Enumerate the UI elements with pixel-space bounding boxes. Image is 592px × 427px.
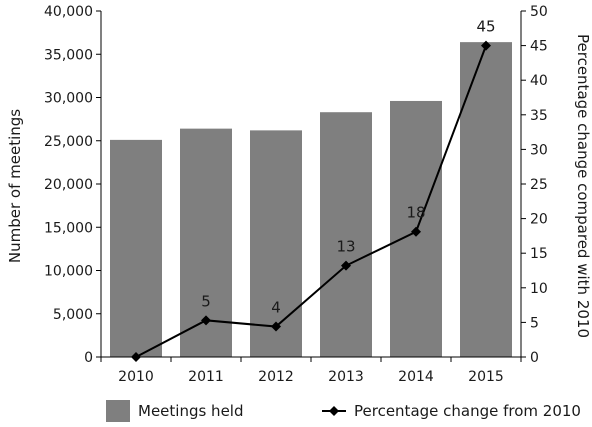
y-tick-label: 25,000: [44, 134, 93, 150]
data-label-2012: 4: [271, 299, 281, 317]
y-tick-label: 30,000: [44, 91, 93, 107]
line-marker-2010: [131, 352, 141, 362]
y2-tick-label: 35: [530, 108, 548, 124]
y-axis-title: Number of meetings: [6, 109, 24, 263]
percentage-change-line: [135, 45, 487, 358]
data-label-2013: 13: [336, 238, 355, 256]
y2-tick-label: 50: [530, 4, 548, 20]
legend-bar-swatch: [106, 400, 130, 422]
line-marker-2012: [271, 321, 281, 332]
axes-layer: 0 5,000 10,000 15,000 20,000 25,000 30,000 35,0…: [44, 4, 548, 385]
y2-tick-label: 40: [530, 73, 548, 89]
y-tick-label: 40,000: [44, 4, 93, 20]
y2-tick-label: 45: [530, 39, 548, 55]
x-tick-label-2011: 2011: [188, 369, 224, 385]
line-layer: [131, 40, 491, 362]
line-marker-2013: [341, 260, 351, 271]
y2-tick-label: 0: [530, 350, 539, 366]
legend-bar-label: Meetings held: [138, 402, 243, 420]
y2-tick-label: 30: [530, 142, 548, 158]
legend-line-marker: [329, 406, 339, 416]
line-marker-2015: [481, 40, 491, 51]
y-tick-label: 0: [84, 350, 93, 366]
x-tick-label-2013: 2013: [328, 369, 364, 385]
bar-2013: [320, 112, 372, 357]
bars-layer: [110, 42, 512, 358]
y-tick-label: 15,000: [44, 220, 93, 236]
x-tick-label-2015: 2015: [468, 369, 504, 385]
line-marker-2011: [201, 315, 211, 326]
data-label-2011: 5: [201, 292, 211, 310]
y2-tick-label: 10: [530, 281, 548, 297]
y2-tick-label: 15: [530, 246, 548, 262]
x-tick-label-2014: 2014: [398, 369, 434, 385]
line-marker-2014: [411, 226, 421, 237]
y-tick-label: 10,000: [44, 264, 93, 280]
y-tick-label: 35,000: [44, 47, 93, 63]
y2-tick-label: 25: [530, 177, 548, 193]
y-tick-label: 5,000: [53, 307, 93, 323]
legend: Meetings held Percentage change from 201…: [106, 400, 581, 422]
y2-axis-title: Percentage change compared with 2010: [574, 34, 592, 338]
data-label-2014: 18: [406, 204, 425, 222]
labels-layer: 5 4 13 18 45: [201, 18, 495, 317]
y-tick-label: 20,000: [44, 177, 93, 193]
bar-2015: [460, 42, 512, 357]
x-tick-label-2012: 2012: [258, 369, 294, 385]
x-tick-label-2010: 2010: [118, 369, 154, 385]
bar-2010: [110, 139, 162, 357]
y2-tick-label: 5: [530, 315, 539, 331]
bar-2012: [250, 130, 302, 357]
data-label-2015: 45: [476, 18, 495, 36]
y2-tick-label: 20: [530, 212, 548, 228]
legend-line-label: Percentage change from 2010: [354, 402, 581, 420]
